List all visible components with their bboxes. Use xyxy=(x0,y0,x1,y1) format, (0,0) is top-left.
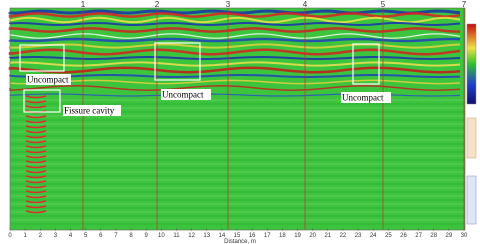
annotation-bg xyxy=(161,89,211,100)
x-tick-label: 12 xyxy=(188,233,195,239)
x-tick-label: 16 xyxy=(249,233,256,239)
annotation: Uncompact xyxy=(342,93,384,103)
x-tick-label: 25 xyxy=(385,233,392,239)
x-tick-label: 19 xyxy=(294,233,301,239)
x-tick-label: 2 xyxy=(39,233,43,239)
reflection-band xyxy=(8,66,461,74)
fissure-box xyxy=(23,89,61,113)
fissure-stripe xyxy=(25,190,47,194)
x-tick-label: 22 xyxy=(340,233,347,239)
annotation: Uncompact xyxy=(162,90,204,100)
fissure-stripe xyxy=(25,95,47,99)
fissure-stripe xyxy=(25,185,47,189)
x-tick-label: 9 xyxy=(145,233,149,239)
annotation: Fissure cavity xyxy=(64,106,115,116)
x-tick-label: 20 xyxy=(309,233,316,239)
marker-label: 1 xyxy=(81,0,86,9)
marker-label: 2 xyxy=(155,0,160,9)
fissure-stripe xyxy=(25,165,47,169)
annotation-bg xyxy=(341,92,391,103)
reflection-band xyxy=(8,48,461,56)
x-tick-label: 10 xyxy=(158,233,165,239)
fissure-stripe xyxy=(25,135,47,139)
plot-frame xyxy=(9,7,466,231)
reflection-band xyxy=(8,37,461,43)
x-tick-label: 6 xyxy=(99,233,103,239)
labels: Uncompact Fissure cavity Uncompact Uncompac… xyxy=(26,74,391,116)
reflection-band xyxy=(9,79,461,85)
x-tick-label: 23 xyxy=(355,233,362,239)
uncompact-box xyxy=(154,42,201,81)
reflection-band xyxy=(9,61,461,67)
x-tick-label: 29 xyxy=(446,233,453,239)
reflection-band xyxy=(8,27,461,33)
fissure-stripe xyxy=(25,210,47,214)
marker-lines xyxy=(82,8,465,230)
fissure-stripe xyxy=(25,125,47,129)
reflection-band xyxy=(9,55,461,60)
x-tick-label: 18 xyxy=(279,233,286,239)
x-tick-label: 21 xyxy=(324,233,331,239)
uncompact-box xyxy=(19,44,65,72)
marker-label: 5 xyxy=(381,0,386,9)
x-tick-label: 17 xyxy=(264,233,271,239)
reflection-band xyxy=(9,43,461,49)
annotation: Uncompact xyxy=(27,75,69,85)
fissure-stripe xyxy=(25,140,47,144)
x-tick-label: 14 xyxy=(219,233,226,239)
reflection-band xyxy=(8,9,461,15)
fissure-stripe xyxy=(25,100,47,104)
fissure-stripe xyxy=(25,180,47,184)
x-tick-label: 5 xyxy=(84,233,88,239)
reflection-band xyxy=(9,74,461,78)
x-tick-label: 26 xyxy=(400,233,407,239)
reflection-band xyxy=(9,21,461,27)
x-tick-label: 11 xyxy=(173,233,180,239)
fissure-stripe xyxy=(25,145,47,149)
x-tick-label: 1 xyxy=(23,233,27,239)
filter-panel xyxy=(466,175,477,225)
fissure-stripe xyxy=(25,160,47,164)
fissure-stripe xyxy=(25,205,47,209)
color-scale xyxy=(466,23,477,105)
fissure-stripe xyxy=(25,150,47,154)
marker-label: 4 xyxy=(303,0,308,9)
fissure-stripe xyxy=(25,175,47,179)
reflection-band xyxy=(9,85,461,91)
x-tick-label: 13 xyxy=(203,233,210,239)
x-tick-label: 0 xyxy=(8,233,12,239)
reflection-band xyxy=(8,12,461,18)
x-tick-label: 24 xyxy=(370,233,377,239)
fissure-stripe xyxy=(25,200,47,204)
x-tick-label: 8 xyxy=(129,233,133,239)
x-axis-title: Distance, m xyxy=(224,239,256,244)
annotation-bg xyxy=(63,105,121,116)
reflection-band xyxy=(9,33,461,39)
reflection-bands xyxy=(8,9,465,225)
x-tick-label: 4 xyxy=(69,233,73,239)
x-tick-label: 27 xyxy=(415,233,422,239)
x-tick-label: 15 xyxy=(234,233,241,239)
fissure-stripe xyxy=(25,120,47,124)
x-tick-label: 3 xyxy=(54,233,58,239)
fissure-stripe xyxy=(25,170,47,174)
fissure-stripe xyxy=(25,130,47,134)
fissure-stripe xyxy=(25,115,47,119)
marker-label: 3 xyxy=(226,0,231,9)
reflection-band xyxy=(9,16,461,24)
marker-label: 7 xyxy=(462,0,467,9)
x-tick-label: 30 xyxy=(461,233,468,239)
gain-panel xyxy=(466,117,477,159)
fissure-stripe xyxy=(25,195,47,199)
annotation-boxes xyxy=(19,42,380,113)
x-tick-label: 28 xyxy=(430,233,437,239)
uncompact-box xyxy=(352,43,380,85)
x-tick-label: 7 xyxy=(114,233,118,239)
fissure-stripe xyxy=(25,105,47,109)
annotation-bg xyxy=(26,74,71,85)
fissure-stripe xyxy=(25,155,47,159)
